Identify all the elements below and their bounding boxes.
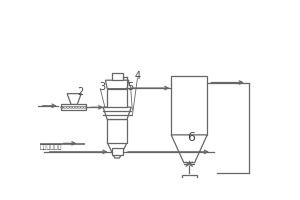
- Bar: [107, 119, 127, 143]
- Polygon shape: [105, 80, 129, 89]
- Polygon shape: [107, 143, 127, 158]
- Circle shape: [61, 107, 63, 108]
- Text: 3: 3: [100, 82, 106, 92]
- Circle shape: [115, 150, 119, 153]
- Text: 6: 6: [187, 131, 195, 144]
- Bar: [112, 73, 123, 80]
- Text: 4: 4: [134, 71, 140, 81]
- Text: 5: 5: [128, 82, 134, 92]
- Bar: [107, 89, 127, 107]
- Polygon shape: [171, 135, 207, 163]
- Polygon shape: [67, 94, 81, 104]
- Polygon shape: [103, 107, 131, 119]
- Bar: [182, 175, 197, 183]
- Text: 2: 2: [77, 87, 84, 97]
- Bar: [112, 148, 123, 155]
- Text: 高温过熱蕊汽: 高温过熱蕊汽: [40, 144, 62, 150]
- Bar: [61, 104, 86, 110]
- Bar: [171, 76, 207, 135]
